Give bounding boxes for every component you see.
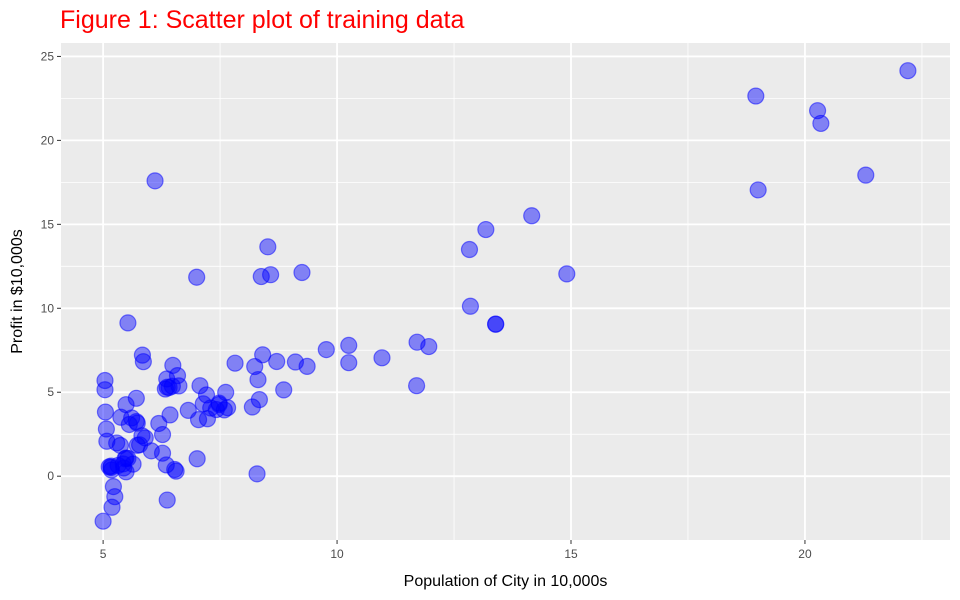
y-axis-title: Profit in $10,000s	[9, 229, 26, 354]
data-point	[487, 315, 505, 333]
data-point	[191, 377, 209, 395]
data-point	[254, 346, 272, 364]
data-point	[96, 371, 114, 390]
data-point	[104, 478, 123, 496]
data-point	[523, 207, 541, 225]
plot-panel	[61, 43, 950, 540]
x-tick-label: 5	[100, 547, 107, 561]
data-point	[119, 314, 137, 332]
data-point	[218, 399, 237, 417]
x-tick-label: 10	[330, 547, 344, 561]
data-point	[188, 450, 206, 468]
data-point	[96, 381, 114, 399]
data-point	[163, 377, 181, 395]
x-tick-label: 20	[798, 547, 812, 561]
minor-grid	[61, 43, 950, 540]
major-grid	[61, 43, 950, 540]
data-point	[248, 465, 266, 483]
data-point	[150, 414, 168, 433]
data-point	[136, 429, 154, 447]
data-points	[94, 62, 917, 530]
data-point	[217, 383, 235, 402]
data-point	[558, 265, 576, 283]
data-point	[747, 87, 765, 105]
data-point	[293, 263, 311, 282]
data-point	[131, 436, 149, 454]
data-point	[189, 411, 208, 429]
data-point	[94, 512, 112, 530]
y-tick-label: 25	[41, 49, 55, 63]
data-point	[197, 386, 216, 404]
data-point	[477, 220, 495, 239]
data-point	[340, 354, 358, 372]
data-point	[166, 460, 184, 479]
data-point	[408, 377, 426, 395]
y-tick-label: 5	[47, 385, 54, 399]
data-point	[123, 409, 141, 427]
data-point	[127, 389, 145, 407]
x-tick-label: 15	[564, 547, 578, 561]
data-point	[262, 266, 280, 284]
data-point	[226, 354, 244, 372]
data-point	[97, 420, 115, 438]
y-tick-label: 20	[41, 133, 55, 147]
data-point	[749, 181, 767, 199]
x-axis-title: Population of City in 10,000s	[404, 573, 608, 590]
data-point	[188, 268, 206, 286]
data-point	[812, 114, 830, 133]
y-tick-label: 0	[47, 469, 54, 483]
data-point	[286, 353, 305, 371]
data-point	[249, 371, 267, 389]
y-tick-label: 10	[41, 301, 55, 315]
data-point	[259, 238, 277, 256]
data-point	[146, 172, 164, 190]
data-point	[157, 456, 175, 474]
data-point	[103, 498, 121, 516]
chart-title: Figure 1: Scatter plot of training data	[60, 6, 464, 34]
y-tick-label: 15	[41, 217, 55, 231]
data-point	[340, 336, 358, 354]
data-point	[808, 102, 827, 120]
data-point	[268, 352, 286, 371]
data-point	[134, 353, 152, 371]
data-point	[153, 425, 172, 444]
data-point	[373, 349, 391, 367]
data-point	[857, 166, 875, 184]
data-point	[158, 491, 176, 509]
data-point	[420, 337, 438, 356]
y-axis: 0 5 10 15 20 25	[41, 49, 61, 483]
data-point	[899, 62, 917, 80]
data-point	[246, 357, 264, 376]
data-point	[461, 297, 480, 315]
data-point	[96, 403, 115, 421]
data-point	[120, 415, 138, 434]
data-point	[317, 340, 335, 359]
data-point	[108, 434, 126, 452]
data-point	[133, 346, 152, 364]
x-axis: 5 10 15 20	[100, 540, 812, 561]
data-point	[460, 240, 479, 259]
data-point	[275, 381, 293, 399]
data-point	[243, 398, 261, 416]
data-point	[115, 459, 133, 477]
